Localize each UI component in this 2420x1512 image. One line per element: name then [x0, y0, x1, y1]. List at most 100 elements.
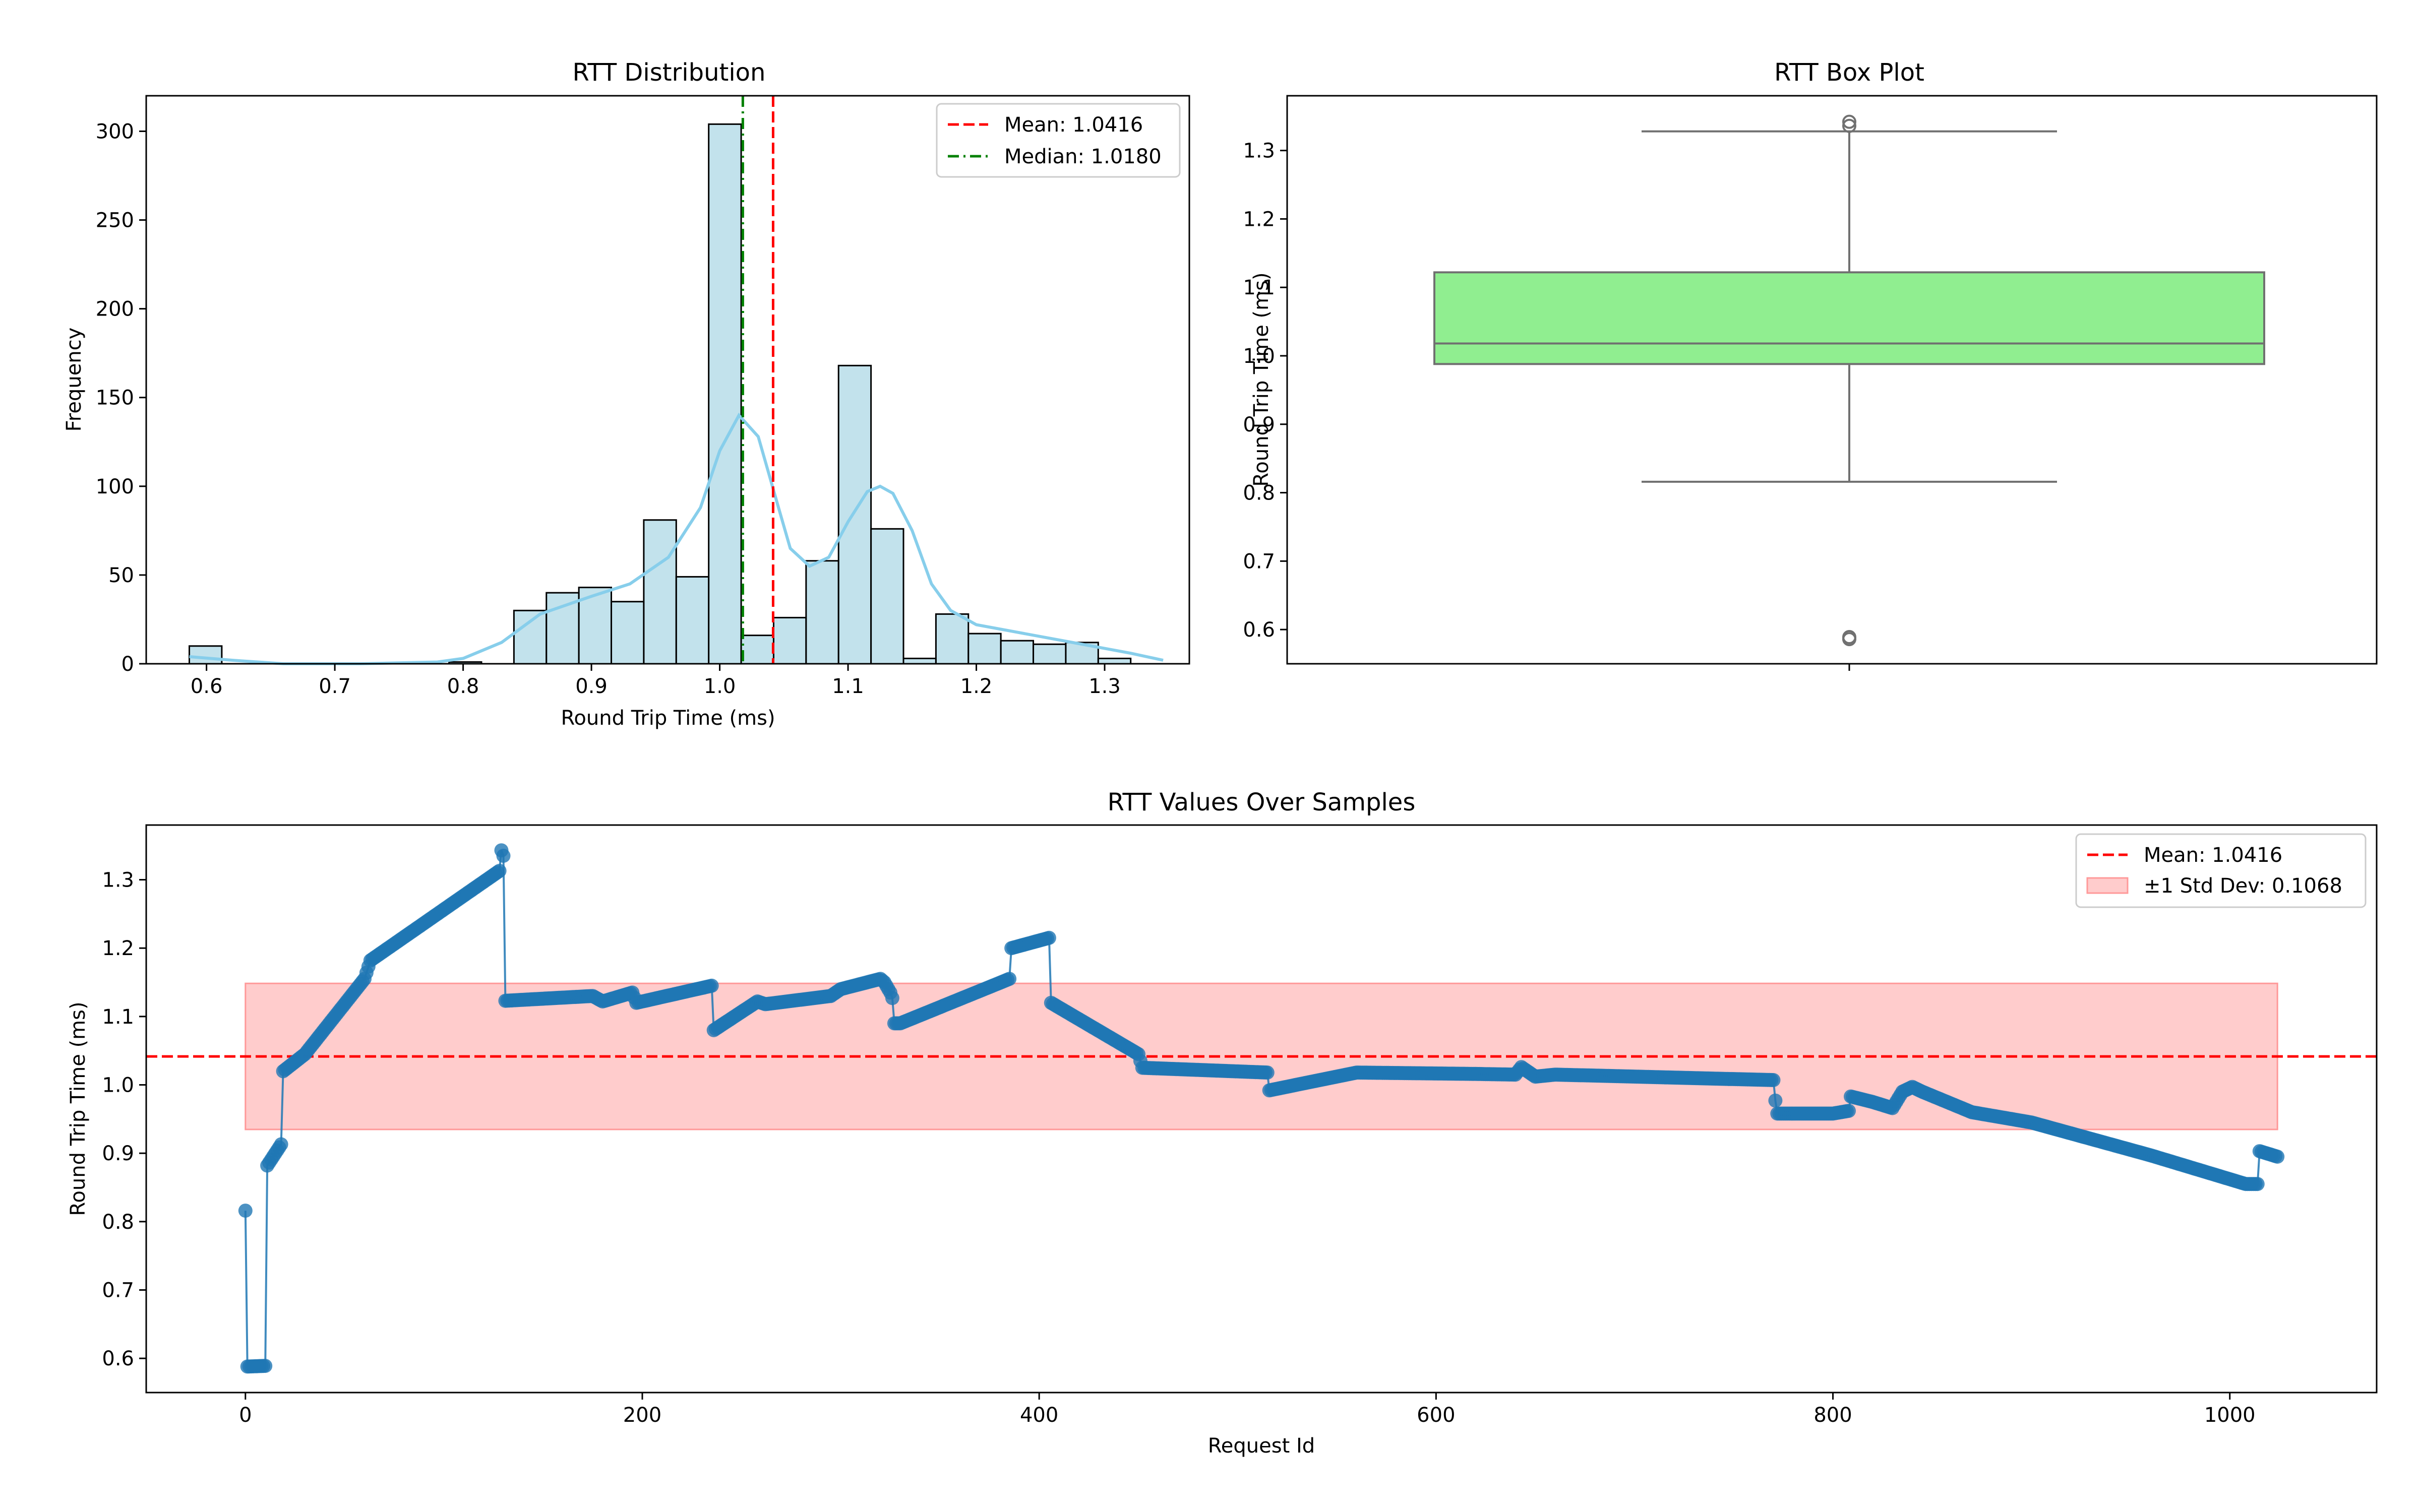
rtt-point	[1002, 972, 1017, 986]
y-tick-label: 0.7	[102, 1279, 134, 1302]
y-tick-label: 0.7	[1243, 550, 1275, 573]
box-plot	[1433, 114, 2265, 647]
x-tick-label: 0	[239, 1404, 252, 1427]
x-tick-label: 1.2	[960, 675, 993, 698]
legend-band-label: ±1 Std Dev: 0.1068	[2144, 874, 2342, 898]
histogram-bar	[643, 519, 677, 665]
x-tick-label: 0.8	[447, 675, 479, 698]
y-tick-label: 0	[122, 653, 134, 676]
y-axis-label: Frequency	[63, 328, 86, 432]
plot-frame	[145, 95, 1190, 665]
histogram-bar	[805, 560, 839, 665]
rtt-point	[704, 978, 719, 993]
x-tick-label: 800	[1813, 1404, 1852, 1427]
y-tick-label: 1.2	[1243, 208, 1275, 231]
legend-mean-label: Mean: 1.0416	[1004, 113, 1143, 137]
legend: Mean: 1.0416 ±1 Std Dev: 0.1068	[2075, 833, 2367, 908]
y-tick-label: 100	[96, 475, 134, 498]
x-tick-label: 1000	[2204, 1404, 2256, 1427]
rtt-point	[492, 863, 507, 878]
legend-box	[936, 103, 1181, 178]
y-ticks: 0 50 100 150 200 250 300	[96, 120, 146, 676]
histogram-bar	[967, 633, 1002, 665]
y-tick-label: 0.8	[1243, 482, 1275, 505]
x-ticks: 0.6 0.7 0.8 0.9 1.0 1.1 1.2 1.3	[191, 664, 1121, 698]
legend: Mean: 1.0416 Median: 1.0180	[936, 103, 1181, 178]
kde-curve	[189, 412, 1164, 665]
x-tick-label: 400	[1020, 1404, 1058, 1427]
y-tick-label: 1.3	[1243, 140, 1275, 163]
x-tick-label: 0.7	[319, 675, 351, 698]
outlier-point	[1842, 114, 1856, 129]
histogram-bar	[1033, 643, 1067, 665]
y-ticks: 0.6 0.7 0.8 0.9 1.0 1.1 1.2 1.3	[102, 869, 146, 1370]
y-ticks: 0.6 0.7 0.8 0.9 1.0 1.1 1.2 1.3	[1243, 140, 1287, 642]
x-tick-label: 1.0	[704, 675, 736, 698]
y-tick-label: 1.2	[102, 937, 134, 960]
chart-title: RTT Distribution	[573, 58, 766, 87]
x-ticks: 0 200 400 600 800 1000	[239, 1393, 2256, 1427]
y-tick-label: 0.6	[102, 1347, 134, 1370]
histogram-bar	[902, 657, 937, 665]
rtt-point	[238, 1204, 253, 1218]
histogram-bar	[1097, 657, 1132, 665]
y-tick-label: 300	[96, 120, 134, 143]
y-tick-label: 1.3	[102, 869, 134, 892]
y-tick-label: 0.9	[1243, 413, 1275, 436]
histogram-bar	[772, 616, 807, 665]
legend-band-swatch	[2086, 877, 2129, 894]
rtt-point	[2250, 1177, 2265, 1191]
y-tick-label: 1.1	[102, 1005, 134, 1029]
chart-title: RTT Box Plot	[1774, 58, 1924, 87]
histogram-bars	[189, 123, 1132, 665]
rtt-point	[1042, 930, 1056, 945]
y-tick-label: 1.0	[102, 1074, 134, 1097]
iqr-box	[1433, 271, 2265, 365]
legend-median-label: Median: 1.0180	[1004, 145, 1162, 168]
y-tick-label: 1.0	[1243, 345, 1275, 368]
rtt-point	[1766, 1073, 1781, 1087]
histogram-bar	[837, 364, 872, 665]
rtt-point	[1842, 1104, 1856, 1118]
y-tick-label: 200	[96, 298, 134, 321]
y-tick-label: 1.1	[1243, 276, 1275, 299]
histogram-bar	[870, 528, 904, 665]
histogram-bar	[611, 601, 645, 665]
rtt-over-samples-chart: RTT Values Over Samples 0 200 400 600 800 100…	[67, 788, 2378, 1458]
x-tick-label: 600	[1417, 1404, 1455, 1427]
legend-mean-label: Mean: 1.0416	[2144, 844, 2282, 867]
histogram-bar	[513, 609, 548, 665]
histogram-bar	[189, 645, 223, 665]
rtt-point	[1768, 1093, 1783, 1108]
x-axis-label: Request Id	[1208, 1434, 1315, 1458]
x-tick-label: 1.3	[1088, 675, 1121, 698]
y-axis-label: Round Trip Time (ms)	[1250, 272, 1273, 486]
rtt-point	[258, 1359, 273, 1373]
y-tick-label: 250	[96, 209, 134, 232]
outlier-point	[1842, 630, 1856, 645]
rtt-point	[2270, 1149, 2285, 1164]
y-tick-label: 0.6	[1243, 618, 1275, 642]
histogram-bar	[708, 123, 742, 665]
y-tick-label: 0.8	[102, 1211, 134, 1234]
rtt-point	[274, 1137, 288, 1152]
histogram-bar	[935, 613, 970, 665]
histogram-bar	[1000, 640, 1035, 665]
histogram-bar	[675, 576, 710, 665]
legend-box	[2075, 833, 2367, 908]
rtt-point	[885, 991, 899, 1005]
chart-title: RTT Values Over Samples	[1108, 788, 1416, 816]
plot-frame	[1286, 95, 2378, 665]
rtt-series-points	[238, 843, 2285, 1374]
y-axis-label: Round Trip Time (ms)	[67, 1001, 90, 1216]
x-tick-label: 200	[623, 1404, 661, 1427]
rtt-point	[496, 849, 511, 863]
histogram-bar	[740, 635, 774, 665]
y-tick-label: 150	[96, 387, 134, 410]
x-tick-label: 1.1	[832, 675, 864, 698]
rtt-box-plot-chart: RTT Box Plot 0.6 0.7 0.8 0.9 1.0 1.1 1.2 1.3 Ro…	[1243, 58, 2378, 671]
x-tick-label: 0.6	[191, 675, 223, 698]
rtt-point	[1260, 1065, 1275, 1080]
outlier-point	[1842, 118, 1856, 133]
